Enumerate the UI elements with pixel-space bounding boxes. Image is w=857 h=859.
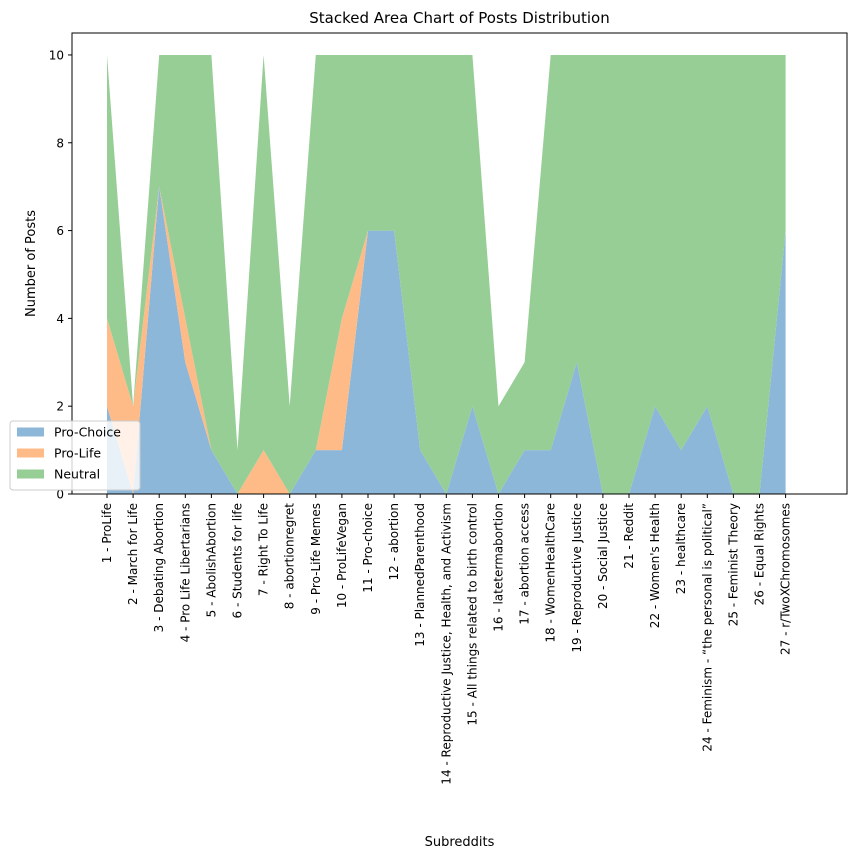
legend-swatch [17,469,44,479]
x-tick-label: 12 - abortion [387,503,401,580]
chart-title: Stacked Area Chart of Posts Distribution [309,9,610,27]
x-tick-label: 24 - Feminism - “the personal is politic… [700,503,714,752]
x-tick-label: 2 - March for Life [126,503,140,605]
y-tick-label: 4 [56,312,64,326]
y-axis-label: Number of Posts [24,210,39,317]
x-tick-label: 8 - abortionregret [283,503,297,610]
x-tick-label: 20 - Social Justice [596,503,610,609]
y-axis: 0 2 4 6 8 10 [49,48,72,502]
x-tick-label: 9 - Pro-Life Memes [309,503,323,615]
legend-swatch [17,427,44,437]
legend-label: Pro-Life [54,446,101,461]
y-tick-label: 10 [49,48,64,62]
x-tick-label: 10 - ProLifeVegan [335,503,349,608]
x-tick-label: 15 - All things related to birth control [465,503,479,726]
x-tick-label: 19 - Reproductive Justice [570,503,584,653]
x-tick-label: 14 - Reproductive Justice, Health, and A… [439,503,453,785]
x-tick-label: 6 - Students for life [231,503,245,619]
x-tick-label: 11 - Pro-choice [361,503,375,593]
x-tick-label: 21 - Reddit [622,503,636,569]
legend-label: Pro-Choice [54,425,121,440]
x-tick-label: 26 - Equal Rights [753,503,767,605]
area-neutral [107,54,786,494]
x-tick-label: 23 - healthcare [674,503,688,594]
x-tick-label: 5 - AbolishAbortion [204,503,218,617]
x-tick-label: 22 - Women's Health [648,503,662,628]
x-tick-label: 17 - abortion access [518,503,532,625]
x-tick-label: 18 - WomenHealthCare [544,503,558,643]
area-pro-choice [107,186,786,494]
y-tick-label: 8 [56,136,64,150]
legend-label: Neutral [54,467,100,482]
x-tick-label: 13 - PlannedParenthood [413,503,427,647]
x-tick-label: 3 - Debating Abortion [152,503,166,632]
chart-areas [107,54,786,494]
x-tick-label: 4 - Pro Life Libertarians [178,503,192,642]
y-tick-label: 6 [56,224,64,238]
x-tick-label: 16 - latetermabortion [492,503,506,632]
x-tick-label: 25 - Feminist Theory [726,503,740,626]
chart-legend: Pro-Choice Pro-Life Neutral [9,420,141,491]
x-tick-label: 7 - Right To Life [257,503,271,596]
x-axis: 1 - ProLife 2 - March for Life 3 - Debatin… [100,494,793,785]
x-tick-label: 27 - r/TwoXChromosomes [779,503,793,655]
x-tick-label: 1 - ProLife [100,503,114,563]
x-axis-label: Subreddits [425,835,495,850]
y-tick-label: 2 [56,400,64,414]
legend-swatch [17,448,44,458]
y-tick-label: 0 [56,488,64,502]
plot-frame [71,32,848,495]
